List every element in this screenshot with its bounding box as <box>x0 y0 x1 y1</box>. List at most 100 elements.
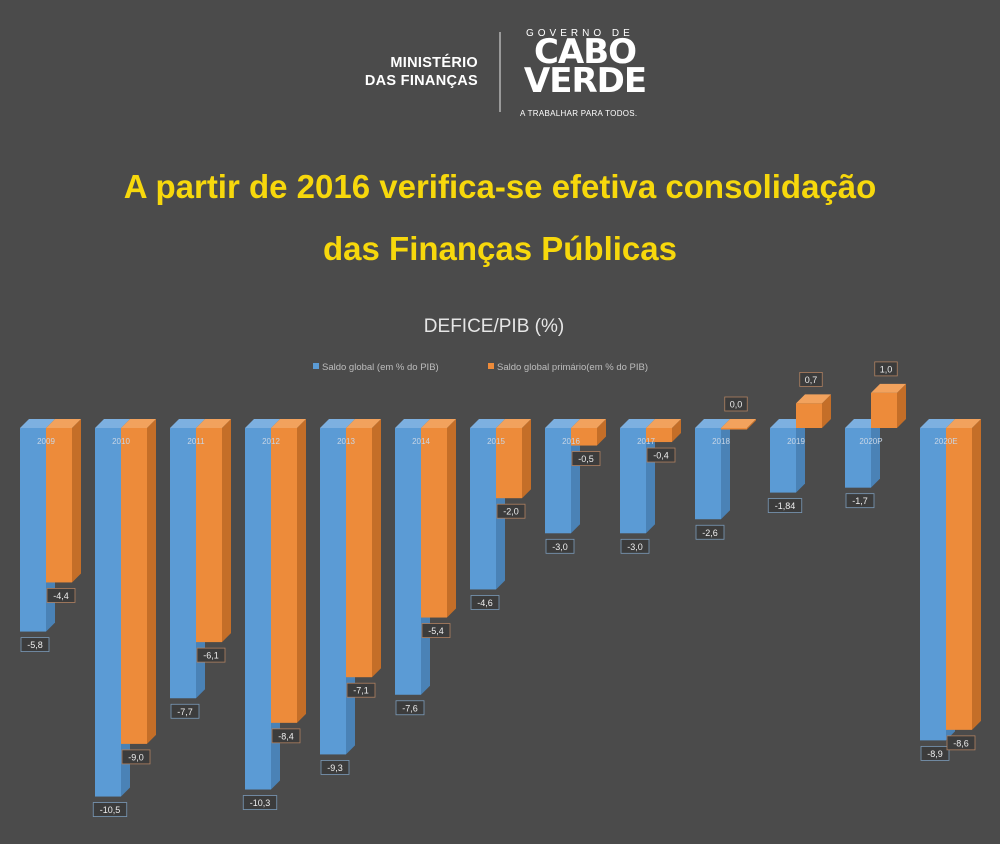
bar-saldo-global-2020P <box>845 428 871 488</box>
bar-side-1-2019 <box>822 394 831 428</box>
gov-logo-top: GOVERNO DE <box>526 28 634 39</box>
bar-top-0-2015 <box>470 419 505 428</box>
gov-name-line1: CABO <box>533 32 637 72</box>
year-label-2020E: 2020E <box>934 437 957 446</box>
bar-top-1-2010 <box>121 419 156 428</box>
data-label-saldo-global-2011: -7,7 <box>177 707 193 717</box>
data-label-saldo-global-2020E: -8,9 <box>927 749 943 759</box>
data-label-saldo-global-2015: -4,6 <box>477 598 493 608</box>
year-label-2009: 2009 <box>37 437 55 446</box>
data-label-box-0-2017 <box>620 538 650 554</box>
legend-label-saldo-primario: Saldo global primário(em % do PIB) <box>497 362 648 373</box>
year-label-2011: 2011 <box>187 437 205 446</box>
data-label-box-0-2012 <box>242 795 278 810</box>
bar-side-0-2020P <box>871 419 880 488</box>
bar-top-0-2014 <box>395 419 430 428</box>
data-label-box-0-2015 <box>470 595 500 610</box>
data-label-saldo-global-2018: -2,6 <box>702 528 718 538</box>
data-label-box-1-2018 <box>724 396 748 412</box>
headline-line1: A partir de 2016 verifica-se efetiva con… <box>123 168 877 205</box>
bar-saldo-primario-2009 <box>46 428 72 583</box>
gov-name-line2: VERDE <box>523 61 647 101</box>
data-label-box-1-2014 <box>421 623 451 638</box>
data-label-saldo-primario-2018: 0,0 <box>730 400 743 410</box>
year-label-2010: 2010 <box>112 437 130 446</box>
bar-saldo-primario-2015 <box>496 428 522 499</box>
data-label-saldo-primario-2019: 0,7 <box>805 375 818 385</box>
year-label-2014: 2014 <box>412 437 430 446</box>
data-label-box-0-2018 <box>695 524 725 540</box>
data-label-box-0-2020P <box>845 493 875 509</box>
bar-top-0-2018 <box>695 419 730 428</box>
bar-saldo-primario-2010 <box>121 428 147 744</box>
data-label-saldo-primario-2014: -5,4 <box>428 626 444 636</box>
data-label-saldo-primario-2020P: 1,0 <box>880 364 893 374</box>
bar-saldo-global-2014 <box>395 428 421 695</box>
data-label-box-0-2013 <box>320 760 350 775</box>
data-label-box-0-2010 <box>92 802 128 817</box>
bar-side-1-2010 <box>147 419 156 744</box>
data-label-saldo-primario-2015: -2,0 <box>503 507 519 517</box>
data-label-box-0-2009 <box>20 637 50 652</box>
data-label-saldo-primario-2009: -4,4 <box>53 591 69 601</box>
data-label-saldo-global-2010: -10,5 <box>100 805 121 815</box>
data-label-saldo-global-2019: -1,84 <box>775 501 796 511</box>
data-label-box-1-2010 <box>121 749 151 765</box>
bar-side-1-2020P <box>897 383 906 428</box>
bar-top-0-2016 <box>545 419 580 428</box>
bar-side-0-2019 <box>796 419 805 493</box>
bar-top-1-2009 <box>46 419 81 428</box>
data-label-saldo-primario-2016: -0,5 <box>578 454 594 464</box>
bar-saldo-global-2018 <box>695 428 721 520</box>
data-label-saldo-global-2013: -9,3 <box>327 763 343 773</box>
year-label-2016: 2016 <box>562 437 580 446</box>
year-label-2020P: 2020P <box>859 437 882 446</box>
bar-top-0-2020E <box>920 419 955 428</box>
data-label-saldo-primario-2020E: -8,6 <box>953 738 969 748</box>
bar-saldo-primario-2014 <box>421 428 447 618</box>
bar-saldo-primario-2019 <box>796 403 822 428</box>
defice-pib-chart: DEFICE/PIB (%) Saldo global (em % do PIB… <box>20 316 981 817</box>
bar-saldo-global-2016 <box>545 428 571 534</box>
data-label-box-1-2016 <box>571 451 601 466</box>
year-label-2012: 2012 <box>262 437 280 446</box>
bar-side-1-2018 <box>747 419 756 430</box>
data-label-saldo-primario-2010: -9,0 <box>128 752 144 762</box>
bar-top-1-2018 <box>721 419 756 428</box>
year-label-2019: 2019 <box>787 437 805 446</box>
data-label-saldo-primario-2017: -0,4 <box>653 451 669 461</box>
bar-side-1-2009 <box>72 419 81 583</box>
bar-top-1-2017 <box>646 419 681 428</box>
bar-saldo-global-2012 <box>245 428 271 790</box>
bar-top-0-2011 <box>170 419 205 428</box>
headline-line2: das Finanças Públicas <box>323 230 677 267</box>
gov-slogan: A TRABALHAR PARA TODOS. <box>520 109 638 118</box>
bar-side-1-2017 <box>672 419 681 443</box>
bar-saldo-primario-2016 <box>571 428 597 446</box>
bar-top-1-2020E <box>946 419 981 428</box>
bar-saldo-global-2009 <box>20 428 46 632</box>
bar-saldo-global-2015 <box>470 428 496 590</box>
bar-side-1-2011 <box>222 419 231 643</box>
bar-top-0-2017 <box>620 419 655 428</box>
data-label-box-0-2019 <box>767 498 803 513</box>
data-label-box-0-2020E <box>920 745 950 761</box>
bar-top-1-2014 <box>421 419 456 428</box>
logo-divider <box>499 32 501 112</box>
bar-top-1-2011 <box>196 419 231 428</box>
bar-side-0-2017 <box>646 419 655 534</box>
year-label-2015: 2015 <box>487 437 505 446</box>
bar-top-0-2012 <box>245 419 280 428</box>
bar-side-1-2014 <box>447 419 456 618</box>
bar-top-0-2009 <box>20 419 55 428</box>
bar-side-1-2015 <box>522 419 531 499</box>
data-label-box-0-2014 <box>395 700 425 716</box>
data-label-box-1-2015 <box>496 503 526 519</box>
ministry-line2: DAS FINANÇAS <box>364 73 478 89</box>
data-label-saldo-global-2017: -3,0 <box>627 542 643 552</box>
bar-saldo-primario-2020E <box>946 428 972 730</box>
data-label-box-0-2011 <box>170 703 200 719</box>
year-label-2013: 2013 <box>337 437 355 446</box>
bar-saldo-global-2017 <box>620 428 646 534</box>
